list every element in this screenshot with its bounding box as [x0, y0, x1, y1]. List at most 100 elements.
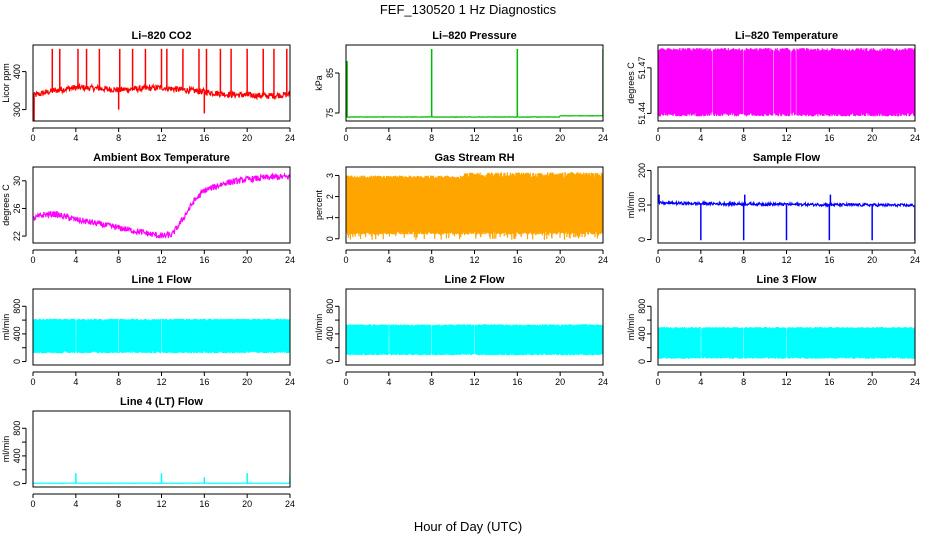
x-tick-label: 0: [343, 133, 348, 143]
y-tick-label: 800: [325, 299, 335, 314]
x-tick-label: 8: [741, 255, 746, 265]
x-tick-label: 0: [655, 255, 660, 265]
data-layer: [33, 318, 290, 354]
plot-frame: [657, 288, 916, 366]
panel-4: Ambient Box Temperature 0 4 8 12 16 20 24 22 26 30…: [1, 152, 295, 265]
x-tick-label: 0: [343, 377, 348, 387]
series-band: [658, 327, 915, 359]
x-tick-label: 16: [824, 255, 834, 265]
y-tick-label: 400: [325, 326, 335, 341]
y-tick-label: 0: [637, 237, 647, 242]
x-tick-label: 12: [156, 377, 166, 387]
panel-title: Line 3 Flow: [757, 274, 817, 286]
y-tick-label: 22: [12, 231, 22, 241]
plot-frame: [32, 44, 291, 122]
series-line: [33, 172, 290, 240]
data-layer: [658, 194, 915, 241]
series-band: [33, 318, 290, 354]
plot-frame: [345, 166, 604, 244]
x-tick-label: 12: [781, 377, 791, 387]
x-tick-label: 24: [598, 133, 608, 143]
x-tick-label: 20: [555, 255, 565, 265]
x-tick-label: 0: [30, 499, 35, 509]
panel-title: Ambient Box Temperature: [93, 152, 230, 164]
x-tick-label: 4: [73, 133, 78, 143]
plot-frame: [32, 166, 291, 244]
y-tick-label: 30: [12, 176, 22, 186]
x-tick-label: 16: [199, 133, 209, 143]
y-tick-label: 400: [12, 64, 22, 79]
data-layer: [33, 48, 290, 121]
y-tick-label: 0: [637, 359, 647, 364]
x-tick-label: 12: [469, 133, 479, 143]
x-tick-label: 4: [386, 133, 391, 143]
plot-frame: [32, 288, 291, 366]
figure-title: FEF_130520 1 Hz Diagnostics: [380, 2, 557, 17]
y-axis-label: ml/min: [1, 436, 11, 463]
x-tick-label: 24: [285, 377, 295, 387]
x-tick-label: 16: [199, 377, 209, 387]
y-axis-label: ml/min: [626, 192, 636, 219]
y-tick-label: 1: [325, 215, 335, 220]
y-axis-label: ml/min: [314, 314, 324, 341]
y-tick-label: 26: [12, 203, 22, 213]
x-tick-label: 16: [512, 133, 522, 143]
y-tick-label: 75: [325, 108, 335, 118]
data-layer: [33, 473, 290, 484]
x-tick-label: 24: [285, 133, 295, 143]
panel-title: Gas Stream RH: [434, 152, 514, 164]
y-axis-label: kPa: [314, 75, 324, 91]
panel-title: Li–820 Temperature: [735, 30, 838, 42]
y-axis-label: ml/min: [626, 314, 636, 341]
panel-title: Line 2 Flow: [445, 274, 505, 286]
data-layer: [346, 324, 603, 356]
panel-title: Line 4 (LT) Flow: [120, 396, 203, 408]
y-tick-label: 400: [637, 326, 647, 341]
y-tick-label: 200: [637, 163, 647, 178]
x-tick-label: 20: [555, 377, 565, 387]
plot-frame: [32, 410, 291, 488]
plot-frame: [657, 44, 916, 122]
x-tick-label: 20: [242, 377, 252, 387]
data-layer: [658, 48, 915, 117]
x-tick-label: 12: [781, 133, 791, 143]
x-tick-label: 24: [910, 255, 920, 265]
y-tick-label: 800: [12, 299, 22, 314]
x-tick-label: 0: [343, 255, 348, 265]
x-tick-label: 8: [429, 377, 434, 387]
x-tick-label: 0: [30, 133, 35, 143]
plot-frame: [345, 44, 604, 122]
x-tick-label: 4: [73, 255, 78, 265]
x-tick-label: 4: [698, 133, 703, 143]
x-tick-label: 0: [655, 377, 660, 387]
x-tick-label: 0: [30, 377, 35, 387]
y-tick-label: 51.47: [637, 57, 647, 80]
series-band: [346, 172, 603, 240]
x-tick-label: 0: [655, 133, 660, 143]
x-tick-label: 12: [469, 377, 479, 387]
x-tick-label: 20: [242, 499, 252, 509]
data-layer: [658, 327, 915, 359]
x-tick-label: 8: [116, 499, 121, 509]
data-layer: [33, 172, 290, 240]
y-tick-label: 400: [12, 326, 22, 341]
x-tick-label: 16: [512, 255, 522, 265]
x-tick-label: 20: [242, 133, 252, 143]
plot-frame: [657, 166, 916, 244]
y-tick-label: 800: [637, 299, 647, 314]
series-band: [346, 324, 603, 356]
y-tick-label: 2: [325, 194, 335, 199]
x-tick-label: 8: [429, 133, 434, 143]
x-tick-label: 24: [598, 255, 608, 265]
x-tick-label: 12: [156, 499, 166, 509]
x-tick-label: 4: [386, 255, 391, 265]
x-tick-label: 8: [429, 255, 434, 265]
x-tick-label: 20: [867, 377, 877, 387]
x-tick-label: 24: [598, 377, 608, 387]
y-tick-label: 0: [325, 236, 335, 241]
